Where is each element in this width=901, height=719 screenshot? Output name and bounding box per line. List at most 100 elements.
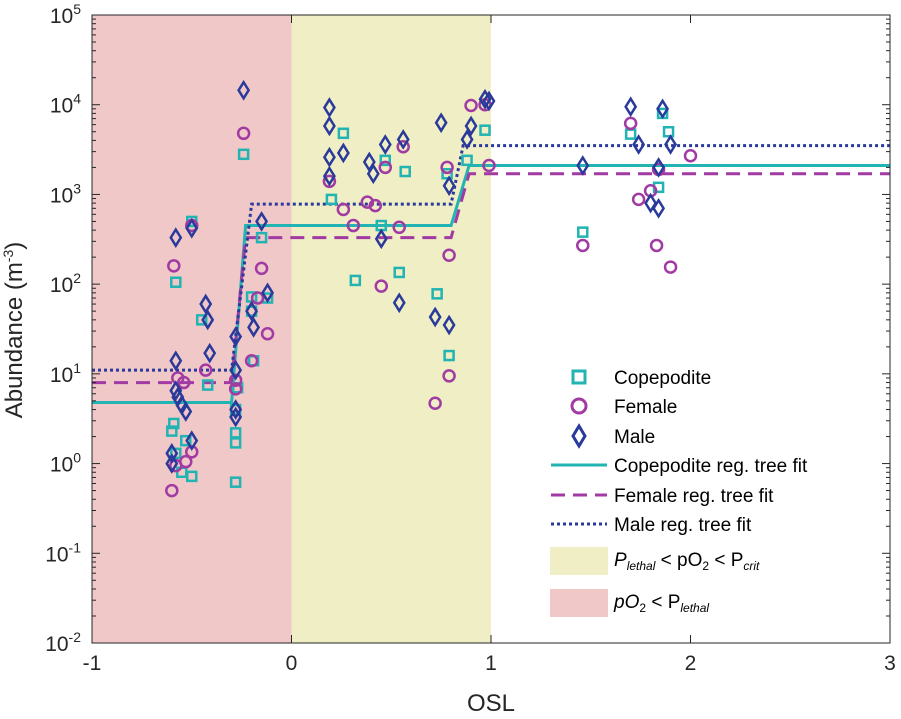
female-point — [392, 220, 406, 235]
male-point — [179, 401, 193, 422]
female-point — [336, 202, 351, 217]
male-point — [245, 300, 259, 322]
male-point — [322, 115, 336, 137]
male-point — [165, 442, 179, 464]
male-point — [624, 96, 638, 118]
female-point — [464, 98, 478, 113]
male-point — [366, 163, 380, 185]
copepodite-point — [168, 417, 180, 430]
legend-copepodite-marker — [571, 369, 587, 385]
female-point — [442, 369, 456, 383]
male-point — [199, 293, 213, 315]
male-point — [169, 380, 183, 401]
male-point — [378, 134, 392, 155]
y-tick-label: 104 — [50, 91, 81, 118]
male-point — [261, 282, 275, 304]
legend-red-swatch — [550, 589, 608, 617]
y-tick-label: 10-1 — [45, 539, 81, 566]
copepodite-point — [337, 127, 350, 140]
copepodite-point — [441, 168, 453, 180]
male-point — [322, 146, 336, 168]
x-tick-label: 1 — [485, 652, 497, 675]
legend-female-marker — [570, 397, 588, 415]
copepodite-point — [349, 274, 362, 287]
male-point — [322, 97, 336, 118]
legend-male-fit-label: Male reg. tree fit — [614, 515, 752, 536]
copepodite-point — [461, 154, 473, 167]
male-point — [664, 134, 678, 155]
copepodite-point — [577, 226, 589, 238]
male-point — [336, 142, 350, 164]
male-point — [460, 129, 474, 150]
female-point — [440, 160, 454, 175]
copepodite-point — [229, 427, 242, 439]
female-point — [198, 363, 213, 377]
male-point — [203, 342, 217, 364]
copepodite-point — [255, 231, 268, 244]
legend-male-marker — [571, 423, 587, 449]
male-point — [396, 129, 410, 150]
female-point — [631, 192, 646, 207]
shaded-regions — [92, 15, 491, 643]
region-0 — [92, 15, 292, 643]
y-tick-label: 10-2 — [45, 629, 81, 656]
male-point — [169, 227, 183, 248]
male-point — [247, 316, 261, 338]
male-point — [464, 115, 478, 137]
copepodite-point — [195, 314, 208, 326]
female-point — [374, 279, 389, 293]
female-point — [179, 454, 193, 469]
male-point — [652, 197, 666, 219]
copepodite-point — [180, 434, 192, 447]
male-point — [428, 306, 442, 328]
male-point — [255, 211, 269, 232]
female-point — [649, 238, 664, 253]
male-point — [632, 134, 646, 155]
male-point — [442, 175, 456, 197]
male-point — [392, 292, 406, 314]
female-point — [167, 259, 181, 273]
copepodite-point — [662, 125, 675, 138]
male-point — [201, 309, 215, 331]
legend-copepodite-label: Copepodite — [614, 368, 711, 389]
male-point — [165, 453, 179, 474]
male-point — [322, 165, 336, 187]
female-point — [346, 218, 361, 233]
female-point — [396, 139, 410, 154]
legend-copepodite-fit-label: Copepodite reg. tree fit — [614, 456, 808, 477]
x-tick-label: -1 — [83, 652, 102, 675]
x-axis-label: OSL — [467, 690, 515, 717]
female-point — [236, 126, 251, 141]
male-point — [374, 228, 388, 250]
copepodite-point — [201, 379, 214, 391]
y-tick-label: 105 — [50, 1, 81, 28]
male-point — [576, 155, 590, 176]
male-point — [185, 217, 199, 239]
copepodite-point — [443, 349, 455, 362]
female-point — [322, 174, 337, 189]
copepodite-point — [166, 425, 178, 437]
female-point — [576, 238, 590, 253]
female-point — [254, 261, 269, 276]
female-point — [244, 353, 259, 368]
legend-female-fit-label: Female reg. tree fit — [614, 486, 774, 507]
female-point — [378, 160, 393, 175]
male-point — [482, 90, 496, 112]
female-point — [165, 483, 179, 498]
legend-yellow-swatch — [550, 547, 608, 575]
male-point — [229, 406, 243, 428]
female-point — [228, 373, 243, 387]
x-tick-label: 2 — [685, 652, 697, 675]
female-point — [623, 116, 638, 131]
y-axis-label: Abundance (m-3) — [0, 242, 28, 419]
male-point — [237, 79, 251, 101]
copepodite-point — [229, 476, 242, 488]
legend-red-label: pO2 < Plethal — [613, 592, 709, 615]
x-tick-label: 3 — [884, 652, 896, 675]
male-point — [229, 326, 243, 347]
male-point — [656, 98, 670, 120]
region-1 — [291, 15, 491, 643]
male-point — [169, 350, 183, 372]
y-tick-label: 101 — [50, 360, 81, 387]
copepodite-point — [379, 154, 392, 167]
